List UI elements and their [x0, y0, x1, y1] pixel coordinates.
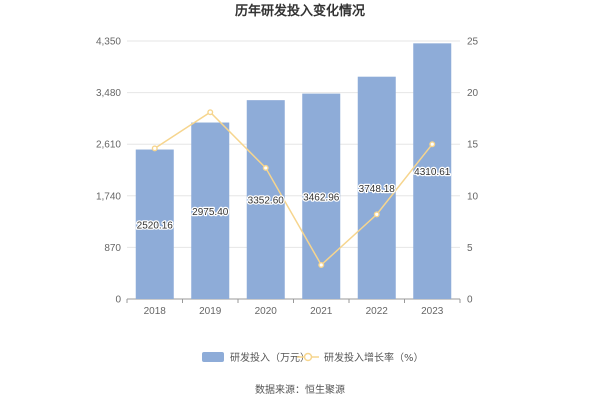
bar-data-label: 3352.60	[248, 196, 285, 207]
legend-bar-label: 研发投入（万元）	[230, 351, 310, 364]
bar	[357, 76, 396, 299]
bar-data-label: 3748.18	[359, 184, 396, 195]
data-source: 数据来源：恒生聚源	[255, 383, 345, 396]
y-left-tick-label: 1,740	[96, 191, 121, 202]
axes: 0 870 1,740 2,610 3,480 4,350 0 5 10 15 20 25 2018 20…	[96, 37, 479, 318]
y-right-tick-label: 10	[467, 191, 479, 202]
y-left-tick-label: 870	[104, 243, 121, 254]
line-series	[151, 109, 436, 268]
x-tick-label: 2022	[366, 306, 389, 317]
growth-point	[262, 164, 269, 171]
y-right-tick-label: 0	[467, 295, 473, 306]
y-right-tick-label: 5	[467, 243, 473, 254]
y-right-tick-label: 25	[467, 37, 479, 48]
x-tick-label: 2019	[199, 306, 222, 317]
grid-lines	[127, 40, 460, 248]
x-tick-label: 2023	[421, 306, 444, 317]
legend-line-label: 研发投入增长率（%）	[324, 351, 424, 364]
growth-point	[207, 109, 214, 116]
bar	[413, 43, 452, 299]
bar	[246, 100, 285, 300]
legend-line-marker	[303, 352, 313, 362]
bar-series	[135, 43, 452, 300]
growth-line	[154, 111, 433, 267]
bar	[191, 122, 230, 299]
bar-data-label: 2520.16	[137, 220, 174, 231]
x-tick-label: 2018	[144, 306, 167, 317]
growth-point	[373, 211, 380, 218]
x-tick-label: 2021	[310, 306, 333, 317]
x-tick-label: 2020	[255, 306, 278, 317]
y-left-tick-label: 2,610	[96, 140, 121, 151]
bar-data-label: 2975.40	[192, 207, 229, 218]
growth-point	[429, 141, 436, 148]
chart-title: 历年研发投入变化情况	[235, 3, 365, 19]
y-left-tick-label: 0	[115, 295, 121, 306]
bar-data-label: 3462.96	[303, 192, 340, 203]
growth-point	[151, 145, 158, 152]
y-left-tick-label: 4,350	[96, 37, 121, 48]
legend-bar-swatch	[202, 352, 224, 362]
bar	[135, 149, 174, 299]
y-right-tick-label: 20	[467, 88, 479, 99]
y-left-tick-label: 3,480	[96, 88, 121, 99]
legend: 研发投入（万元） 研发投入增长率（%）	[202, 351, 424, 364]
y-right-tick-label: 15	[467, 140, 479, 151]
data-labels: 2520.16 2975.40 3352.60 3462.96 3748.18 4310.…	[135, 166, 452, 233]
bar-data-label: 4310.61	[414, 167, 451, 178]
growth-point	[318, 261, 325, 268]
